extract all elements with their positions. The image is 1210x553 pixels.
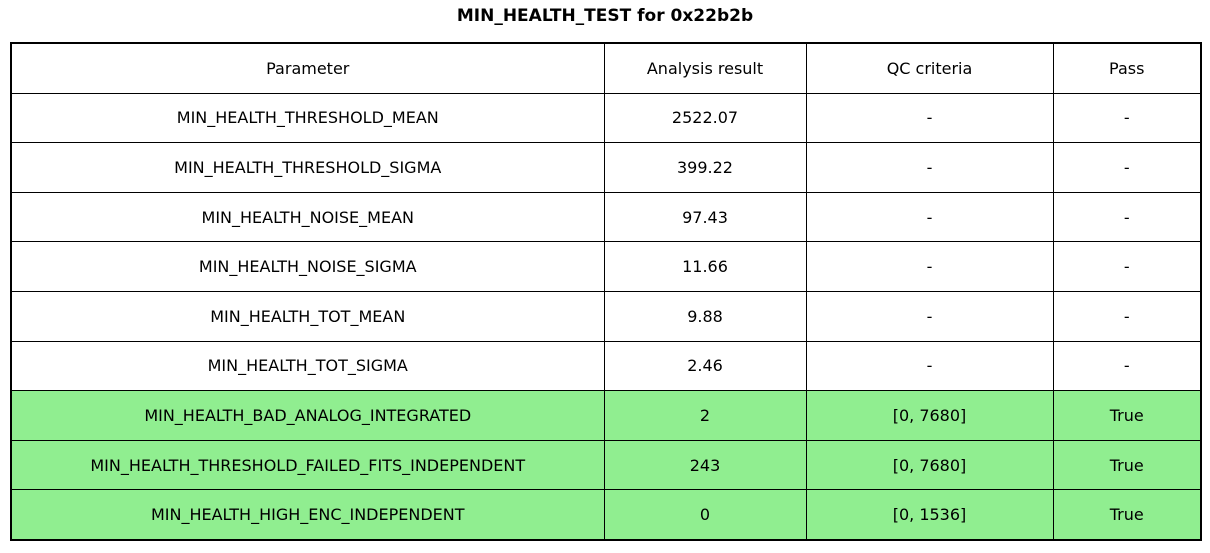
- cell-parameter: MIN_HEALTH_TOT_MEAN: [10, 290, 605, 342]
- cell-pass: -: [1052, 142, 1202, 193]
- cell-analysis-result: 97.43: [603, 191, 807, 243]
- cell-pass: True: [1052, 390, 1202, 441]
- table-row: MIN_HEALTH_THRESHOLD_SIGMA 399.22 - -: [10, 142, 1202, 193]
- cell-pass: -: [1052, 191, 1202, 243]
- cell-parameter: MIN_HEALTH_THRESHOLD_SIGMA: [10, 142, 605, 193]
- table-row: MIN_HEALTH_NOISE_MEAN 97.43 - -: [10, 191, 1202, 243]
- cell-parameter: MIN_HEALTH_NOISE_SIGMA: [10, 241, 605, 292]
- cell-qc-criteria: -: [805, 340, 1054, 392]
- table-row: MIN_HEALTH_TOT_SIGMA 2.46 - -: [10, 340, 1202, 392]
- cell-qc-criteria: [0, 7680]: [805, 439, 1054, 491]
- cell-qc-criteria: -: [805, 92, 1054, 144]
- cell-pass: -: [1052, 92, 1202, 144]
- cell-qc-criteria: -: [805, 241, 1054, 292]
- table-row: MIN_HEALTH_BAD_ANALOG_INTEGRATED 2 [0, 7…: [10, 390, 1202, 441]
- table-row: MIN_HEALTH_TOT_MEAN 9.88 - -: [10, 290, 1202, 342]
- cell-analysis-result: 399.22: [603, 142, 807, 193]
- table-header-row: Parameter Analysis result QC criteria Pa…: [10, 42, 1202, 94]
- cell-pass: True: [1052, 489, 1202, 541]
- cell-analysis-result: 11.66: [603, 241, 807, 292]
- column-header-pass: Pass: [1052, 42, 1202, 94]
- cell-analysis-result: 2: [603, 390, 807, 441]
- cell-parameter: MIN_HEALTH_NOISE_MEAN: [10, 191, 605, 243]
- column-header-parameter: Parameter: [10, 42, 605, 94]
- column-header-qc-criteria: QC criteria: [805, 42, 1054, 94]
- cell-analysis-result: 0: [603, 489, 807, 541]
- cell-pass: True: [1052, 439, 1202, 491]
- cell-parameter: MIN_HEALTH_THRESHOLD_MEAN: [10, 92, 605, 144]
- column-header-analysis-result: Analysis result: [603, 42, 807, 94]
- cell-qc-criteria: [0, 7680]: [805, 390, 1054, 441]
- cell-pass: -: [1052, 340, 1202, 392]
- cell-parameter: MIN_HEALTH_THRESHOLD_FAILED_FITS_INDEPEN…: [10, 439, 605, 491]
- table-body: MIN_HEALTH_THRESHOLD_MEAN 2522.07 - - MI…: [10, 92, 1202, 541]
- table-row: MIN_HEALTH_HIGH_ENC_INDEPENDENT 0 [0, 15…: [10, 489, 1202, 541]
- cell-pass: -: [1052, 241, 1202, 292]
- cell-analysis-result: 243: [603, 439, 807, 491]
- cell-parameter: MIN_HEALTH_BAD_ANALOG_INTEGRATED: [10, 390, 605, 441]
- cell-parameter: MIN_HEALTH_TOT_SIGMA: [10, 340, 605, 392]
- cell-qc-criteria: [0, 1536]: [805, 489, 1054, 541]
- cell-parameter: MIN_HEALTH_HIGH_ENC_INDEPENDENT: [10, 489, 605, 541]
- cell-qc-criteria: -: [805, 290, 1054, 342]
- cell-qc-criteria: -: [805, 191, 1054, 243]
- table-row: MIN_HEALTH_THRESHOLD_FAILED_FITS_INDEPEN…: [10, 439, 1202, 491]
- cell-analysis-result: 2.46: [603, 340, 807, 392]
- table-row: MIN_HEALTH_NOISE_SIGMA 11.66 - -: [10, 241, 1202, 292]
- table-row: MIN_HEALTH_THRESHOLD_MEAN 2522.07 - -: [10, 92, 1202, 144]
- qc-results-table: Parameter Analysis result QC criteria Pa…: [10, 42, 1202, 541]
- page-title: MIN_HEALTH_TEST for 0x22b2b: [456, 6, 754, 26]
- cell-pass: -: [1052, 290, 1202, 342]
- cell-qc-criteria: -: [805, 142, 1054, 193]
- cell-analysis-result: 2522.07: [603, 92, 807, 144]
- cell-analysis-result: 9.88: [603, 290, 807, 342]
